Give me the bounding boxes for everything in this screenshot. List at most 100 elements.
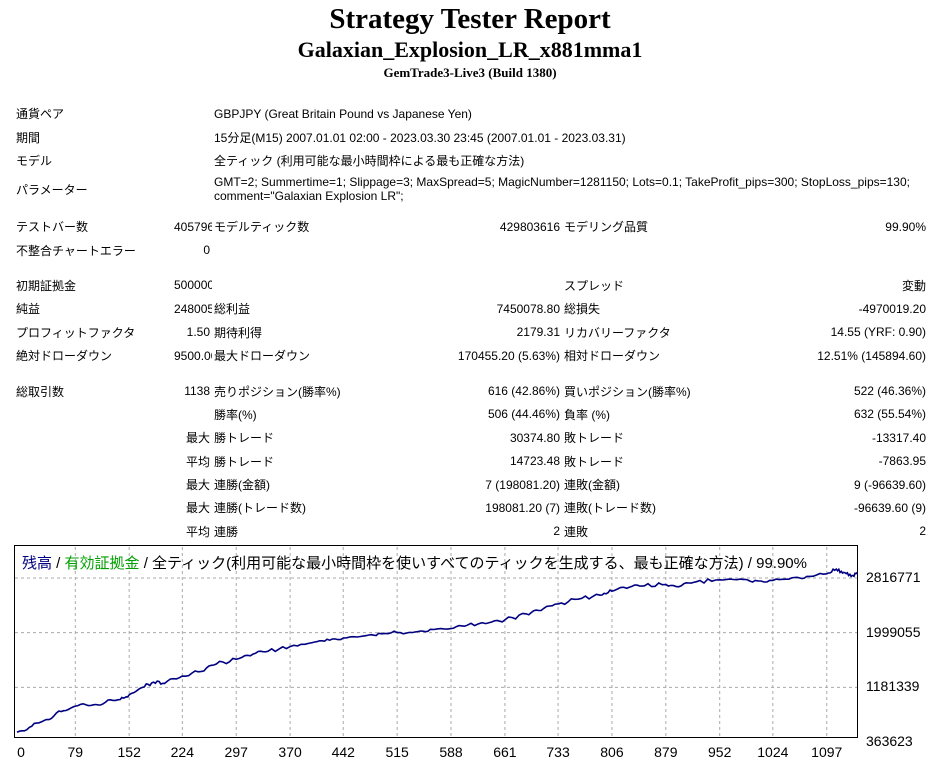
loss-rate-label: 負率 (%): [564, 407, 610, 422]
deposit-value: 500000.00: [174, 278, 212, 293]
x-tick-label: 952: [708, 744, 732, 760]
chart-legend: 残高 / 有効証拠金 / 全ティック(利用可能な最小時間枠を使いすべてのティック…: [22, 552, 807, 573]
x-tick-label: 661: [493, 744, 517, 760]
legend-equity: 有効証拠金: [64, 555, 140, 572]
server-build: GemTrade3-Live3 (Build 1380): [383, 65, 557, 80]
largest-loss-value: -13317.40: [871, 430, 926, 445]
ticks-value: 429803616: [499, 219, 560, 234]
x-tick-label: 806: [600, 744, 624, 760]
stats-row: 初期証拠金 500000.00 スプレッド 変動: [14, 274, 928, 297]
net-value: 2480059.60: [174, 301, 212, 316]
legend-description: / 全ティック(利用可能な最小時間枠を使いすべてのティックを生成する、最も正確な…: [139, 555, 807, 572]
avg-cons-wins-label: 連勝: [214, 524, 239, 539]
stats-row: 総取引数 1138 売りポジション(勝率%) 616 (42.86%) 買いポジション(…: [14, 379, 928, 402]
y-tick-label: 1181339: [866, 678, 920, 695]
max-dd-value: 170455.20 (5.63%): [457, 348, 560, 363]
stat-prefix: 最大: [185, 431, 210, 446]
x-tick-label: 515: [385, 744, 409, 760]
gross-loss-value: -4970019.20: [858, 301, 926, 316]
pf-label: プロフィットファクタ: [16, 325, 136, 340]
stats-row: 純益 2480059.60総利益 7450078.80 総損失 -4970019.20: [14, 297, 928, 320]
stat-prefix: 最大: [185, 501, 210, 516]
x-tick-label: 0: [17, 744, 25, 760]
stats-row: 平均 連勝 2 連敗 2: [14, 520, 928, 543]
net-label: 純益: [16, 302, 41, 317]
stat-prefix: 平均: [185, 524, 210, 539]
trades-value: 1138: [184, 384, 210, 399]
cons-profit-count-value: 198081.20 (7): [485, 500, 560, 515]
row-model: モデル 全ティック (利用可能な最小時間枠による最も正確な方法): [14, 149, 928, 172]
avg-cons-losses-label: 連敗: [564, 524, 589, 539]
abs-dd-value: 9500.00: [174, 348, 212, 363]
row-params: パラメーター GMT=2; Summertime=1; Slippage=3; …: [14, 172, 928, 206]
deposit-label: 初期証拠金: [16, 278, 77, 293]
cons-wins-money-value: 7 (198081.20): [485, 477, 560, 492]
legend-separator: /: [52, 555, 65, 572]
largest-loss-label: 敗トレード: [564, 431, 625, 446]
largest-win-label: 勝トレード: [214, 431, 275, 446]
report-table: 通貨ペア GBPJPY (Great Britain Pound vs Japa…: [14, 102, 928, 216]
cons-losses-money-label: 連敗(金額): [564, 478, 620, 493]
x-tick-label: 224: [170, 744, 195, 760]
cons-loss-count-label: 連敗(トレード数): [564, 501, 656, 516]
params-label: パラメーター: [16, 182, 88, 197]
period-value: 15分足(M15) 2007.01.01 02:00 - 2023.03.30 …: [214, 130, 626, 145]
quality-label: モデリング品質: [564, 220, 649, 235]
equity-chart: [14, 545, 858, 738]
row-symbol: 通貨ペア GBPJPY (Great Britain Pound vs Japa…: [14, 102, 928, 125]
mismatch-value: 0: [203, 243, 210, 258]
x-tick-label: 1097: [811, 744, 843, 760]
stats-row: 最大 連勝(トレード数) 198081.20 (7) 連敗(トレード数) -96639.…: [14, 496, 928, 519]
loss-rate-value: 632 (55.54%): [853, 407, 926, 422]
stat-prefix: 平均: [185, 454, 210, 469]
gross-loss-label: 総損失: [564, 302, 601, 317]
spread-label: スプレッド: [564, 278, 625, 293]
max-dd-label: 最大ドローダウン: [214, 349, 311, 364]
cons-loss-count-value: -96639.60 (9): [853, 500, 926, 515]
y-tick-label: 1999055: [866, 623, 921, 640]
avg-cons-wins-value: 2: [553, 524, 560, 539]
gross-profit-value: 7450078.80: [496, 301, 560, 316]
stats-row: テストバー数 405796 モデルティック数 429803616 モデリング品質 99.9…: [14, 215, 928, 238]
avg-cons-losses-value: 2: [919, 524, 926, 539]
rel-dd-label: 相対ドローダウン: [564, 349, 661, 364]
x-tick-label: 297: [224, 744, 248, 760]
stats-table: テストバー数 405796 モデルティック数 429803616 モデリング品質 99.9…: [14, 215, 928, 543]
ticks-label: モデルティック数: [214, 220, 310, 235]
short-value: 616 (42.86%): [487, 384, 560, 399]
long-value: 522 (46.36%): [853, 384, 926, 399]
y-tick-label: 2816771: [866, 569, 921, 585]
x-tick-label: 733: [546, 744, 570, 760]
y-tick-label: 363623: [866, 733, 913, 749]
payoff-value: 2179.31: [516, 325, 560, 340]
gross-profit-label: 総利益: [214, 302, 251, 317]
stats-row: 勝率(%) 506 (44.46%) 負率 (%) 632 (55.54%): [14, 403, 928, 426]
avg-win-value: 14723.48: [509, 454, 560, 469]
avg-win-label: 勝トレード: [214, 454, 275, 469]
report-title: Strategy Tester Report: [329, 3, 611, 35]
largest-win-value: 30374.80: [509, 430, 560, 445]
x-tick-label: 442: [331, 744, 355, 760]
model-label: モデル: [16, 153, 53, 168]
cons-losses-money-value: 9 (-96639.60): [853, 477, 926, 492]
x-tick-label: 79: [67, 744, 84, 760]
pf-value: 1.50: [186, 325, 210, 340]
mismatch-label: 不整合チャートエラー: [16, 243, 136, 258]
stats-row: 不整合チャートエラー 0: [14, 238, 928, 261]
bars-value: 405796: [174, 219, 212, 234]
symbol-label: 通貨ペア: [16, 107, 65, 122]
row-period: 期間 15分足(M15) 2007.01.01 02:00 - 2023.03.…: [14, 125, 928, 148]
expert-name: Galaxian_Explosion_LR_x881mma1: [297, 37, 643, 62]
win-rate-value: 506 (44.46%): [487, 407, 560, 422]
abs-dd-label: 絶対ドローダウン: [16, 349, 113, 364]
avg-loss-label: 敗トレード: [564, 454, 625, 469]
cons-profit-count-label: 連勝(トレード数): [214, 501, 306, 516]
spread-value: 変動: [901, 278, 926, 293]
quality-value: 99.90%: [885, 219, 926, 234]
stats-row: 平均 勝トレード 14723.48 敗トレード -7863.95: [14, 450, 928, 473]
stats-row: プロフィットファクタ 1.50 期待利得 2179.31 リカバリーファクタ 14.55 …: [14, 321, 928, 344]
legend-balance: 残高: [22, 555, 53, 572]
long-label: 買いポジション(勝率%): [564, 384, 691, 399]
trades-label: 総取引数: [16, 384, 65, 399]
